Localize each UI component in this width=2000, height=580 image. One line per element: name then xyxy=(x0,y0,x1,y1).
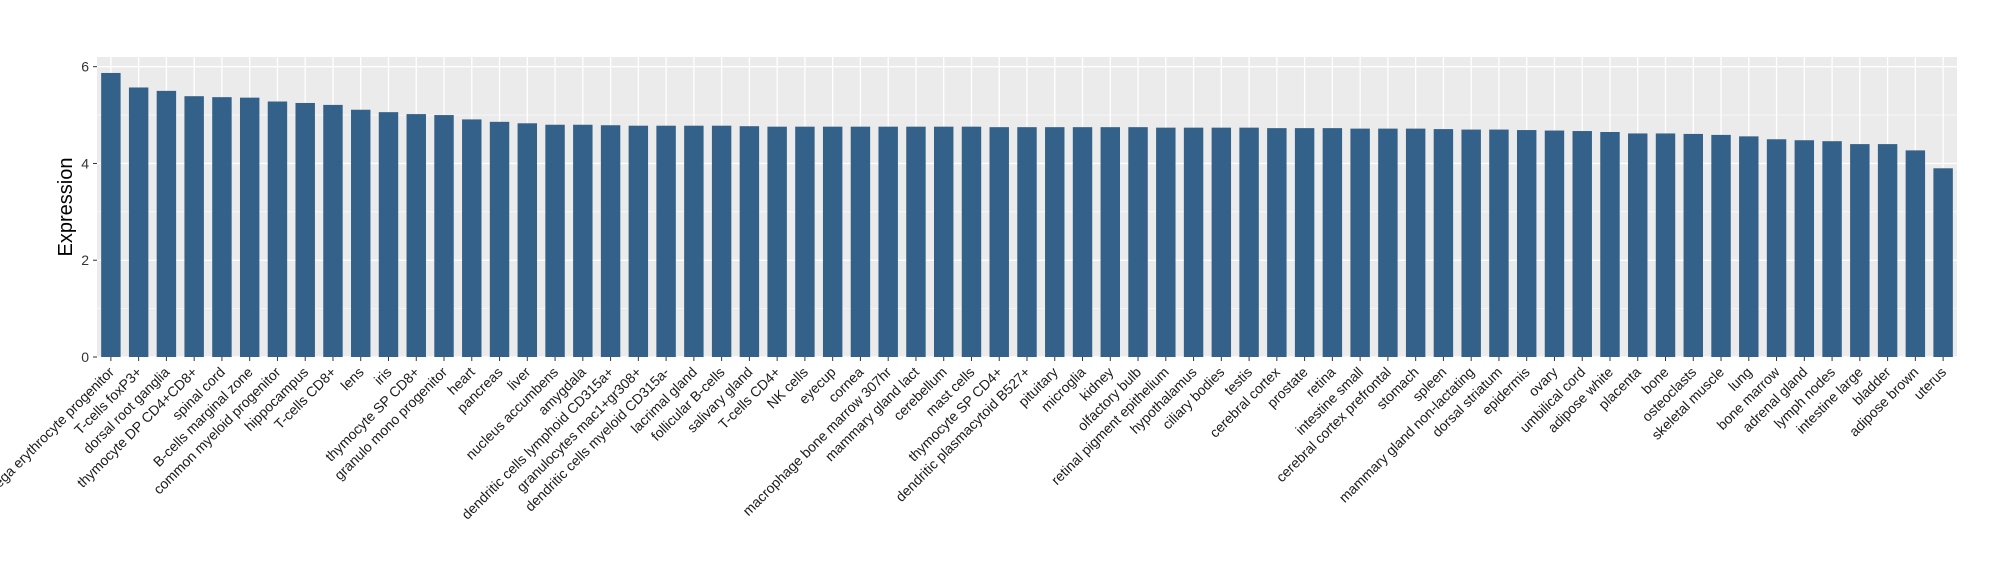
bar xyxy=(101,72,121,357)
bar xyxy=(1045,127,1065,358)
bar xyxy=(128,87,149,357)
bar xyxy=(1628,133,1648,357)
y-axis-title: Expression xyxy=(55,158,77,257)
bar xyxy=(267,101,288,357)
bar xyxy=(434,115,454,357)
bar xyxy=(1850,144,1870,357)
bar xyxy=(1905,150,1926,357)
y-tick-label: 0 xyxy=(81,349,89,365)
bar xyxy=(1572,131,1592,357)
bar xyxy=(1794,140,1815,357)
bar xyxy=(1739,136,1759,357)
bar xyxy=(1405,128,1426,357)
bar xyxy=(1489,129,1509,357)
bar xyxy=(1294,128,1315,357)
bar xyxy=(1156,127,1176,357)
bar xyxy=(1322,128,1343,357)
bar xyxy=(545,124,565,357)
bar xyxy=(1933,168,1953,357)
bar xyxy=(156,90,177,357)
bar xyxy=(378,112,399,358)
bar xyxy=(656,125,676,357)
bar xyxy=(961,126,982,357)
x-tick-label: lens xyxy=(337,364,366,393)
bar xyxy=(628,125,649,357)
bar xyxy=(462,119,482,357)
bar xyxy=(989,127,1009,358)
bar xyxy=(1072,127,1093,358)
bar xyxy=(1378,128,1398,357)
bar xyxy=(1655,133,1676,357)
bar xyxy=(822,126,843,357)
bar xyxy=(934,126,954,357)
bar xyxy=(1100,127,1120,358)
bar xyxy=(1877,144,1898,357)
bar xyxy=(212,97,232,358)
bar xyxy=(1239,127,1259,357)
bar xyxy=(711,125,732,357)
y-axis: 0 2 4 6 xyxy=(81,59,97,365)
bar xyxy=(1516,130,1537,357)
bar xyxy=(1267,128,1287,357)
bar xyxy=(1350,128,1370,357)
bar xyxy=(906,126,926,357)
bar xyxy=(1711,134,1731,357)
bar xyxy=(489,121,510,357)
bar xyxy=(1461,129,1481,357)
bar xyxy=(1128,127,1148,358)
bar xyxy=(323,104,343,357)
bar xyxy=(1211,127,1232,357)
bar xyxy=(239,97,260,357)
bar xyxy=(406,114,426,357)
bar xyxy=(600,125,621,358)
bar xyxy=(1766,139,1787,357)
bar xyxy=(1017,127,1037,358)
bar xyxy=(1683,133,1703,357)
bar xyxy=(684,125,704,357)
bar xyxy=(878,126,898,357)
y-tick-label: 6 xyxy=(81,59,89,75)
bar xyxy=(739,126,760,358)
bar xyxy=(1822,141,1842,357)
bar xyxy=(1433,129,1454,357)
bar xyxy=(850,126,871,357)
bar xyxy=(351,109,371,357)
bar xyxy=(1600,132,1620,357)
bars xyxy=(101,72,1953,358)
bar xyxy=(184,96,204,358)
x-tick-label: uterus xyxy=(1910,364,1949,403)
bar xyxy=(1183,127,1204,357)
bar xyxy=(795,126,815,357)
bar xyxy=(573,124,593,357)
bar xyxy=(295,102,315,357)
y-tick-label: 2 xyxy=(81,252,89,268)
bar xyxy=(1544,130,1565,357)
bar xyxy=(517,123,538,358)
bar xyxy=(767,126,787,357)
y-tick-label: 4 xyxy=(81,155,89,171)
